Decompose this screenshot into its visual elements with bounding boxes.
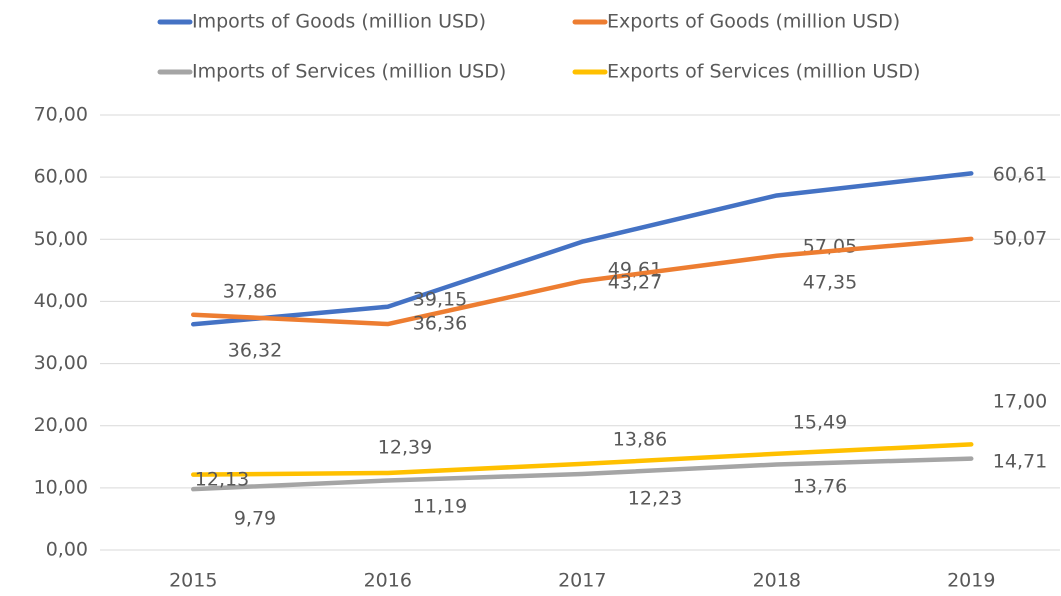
y-tick-label: 0,00 <box>46 539 88 561</box>
data-label: 12,13 <box>195 469 249 491</box>
data-label: 12,23 <box>628 488 682 510</box>
data-label: 9,79 <box>234 508 276 530</box>
y-tick-label: 10,00 <box>34 476 88 498</box>
series-line <box>191 236 974 327</box>
x-tick-label: 2019 <box>947 570 995 592</box>
legend-label: Imports of Goods (million USD) <box>192 11 486 33</box>
data-label: 17,00 <box>993 391 1047 413</box>
legend-label: Exports of Goods (million USD) <box>607 11 900 33</box>
x-tick-label: 2015 <box>169 570 217 592</box>
data-label: 36,32 <box>228 340 282 362</box>
data-label: 12,39 <box>378 437 432 459</box>
data-label: 60,61 <box>993 164 1047 186</box>
legend-label: Imports of Services (million USD) <box>192 61 506 83</box>
x-tick-label: 2016 <box>364 570 412 592</box>
data-label: 50,07 <box>993 228 1047 250</box>
legend-label: Exports of Services (million USD) <box>607 61 920 83</box>
x-tick-label: 2017 <box>558 570 606 592</box>
y-tick-label: 30,00 <box>34 352 88 374</box>
data-label: 14,71 <box>993 451 1047 473</box>
series-line <box>191 442 974 477</box>
series-line <box>191 171 974 327</box>
data-label: 47,35 <box>803 272 857 294</box>
y-tick-label: 40,00 <box>34 290 88 312</box>
data-label: 13,86 <box>613 429 667 451</box>
y-tick-label: 70,00 <box>34 104 88 126</box>
data-label: 43,27 <box>608 272 662 294</box>
data-label: 37,86 <box>223 281 277 303</box>
data-label: 39,15 <box>413 289 467 311</box>
data-label: 15,49 <box>793 412 847 434</box>
data-label: 36,36 <box>413 313 467 335</box>
data-label: 11,19 <box>413 496 467 518</box>
y-tick-label: 50,00 <box>34 228 88 250</box>
y-tick-label: 20,00 <box>34 414 88 436</box>
series-line <box>191 456 974 492</box>
x-tick-label: 2018 <box>753 570 801 592</box>
y-tick-label: 60,00 <box>34 166 88 188</box>
data-label: 13,76 <box>793 476 847 498</box>
